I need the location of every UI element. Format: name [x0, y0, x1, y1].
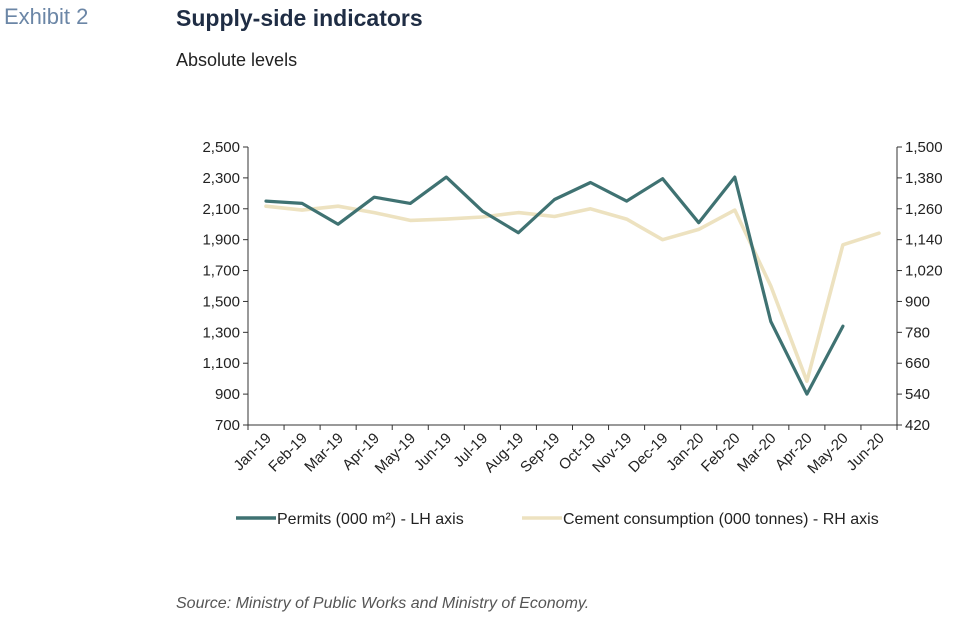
right-tick-label: 780	[905, 324, 930, 341]
left-tick-label: 900	[215, 386, 240, 403]
line-chart: 700 900 1,100 1,300 1,500 1,700 1,900 2,100 2,30…	[202, 139, 943, 528]
left-tick-label: 1,500	[202, 293, 240, 310]
x-tick-label: Mar-19	[301, 430, 347, 476]
right-tick-label: 420	[905, 417, 930, 434]
left-tick-label: 2,300	[202, 170, 240, 187]
right-tick-label: 660	[905, 355, 930, 372]
left-tick-label: 2,100	[202, 201, 240, 218]
right-tick-label: 900	[905, 293, 930, 310]
x-tick-label: Dec-19	[625, 430, 671, 476]
right-tick-label: 1,260	[905, 201, 943, 218]
right-tick-label: 1,380	[905, 170, 943, 187]
x-tick-label: Jun-19	[411, 430, 455, 474]
x-tick-label: Feb-19	[265, 430, 311, 476]
permits-series-line	[264, 175, 845, 396]
left-tick-label: 1,700	[202, 263, 240, 280]
x-tick-label: Nov-19	[589, 430, 635, 476]
right-tick-label: 1,500	[905, 139, 943, 156]
x-tick-label: May-20	[804, 430, 851, 477]
source-note: Source: Ministry of Public Works and Min…	[176, 595, 590, 612]
x-tick-label: Jun-20	[843, 430, 887, 474]
left-tick-label: 1,300	[202, 324, 240, 341]
right-tick-label: 540	[905, 386, 930, 403]
x-tick-label: Sep-19	[517, 430, 563, 476]
chart-subtitle: Absolute levels	[176, 50, 298, 70]
x-tick-label: Feb-20	[698, 430, 744, 476]
x-tick-label: May-19	[372, 430, 419, 477]
exhibit-label: Exhibit 2	[4, 4, 89, 29]
right-tick-label: 1,140	[905, 232, 943, 249]
left-tick-label: 1,900	[202, 232, 240, 249]
chart-title: Supply-side indicators	[176, 5, 423, 31]
legend-permits-label: Permits (000 m²) - LH axis	[277, 511, 464, 528]
x-tick-label: Mar-20	[734, 430, 780, 476]
right-tick-label: 1,020	[905, 263, 943, 280]
left-tick-label: 700	[215, 417, 240, 434]
x-tick-label: Aug-19	[481, 430, 527, 476]
legend-cement-label: Cement consumption (000 tonnes) - RH axi…	[563, 511, 879, 528]
cement-series-line	[264, 204, 881, 383]
left-tick-label: 1,100	[202, 355, 240, 372]
left-tick-label: 2,500	[202, 139, 240, 156]
